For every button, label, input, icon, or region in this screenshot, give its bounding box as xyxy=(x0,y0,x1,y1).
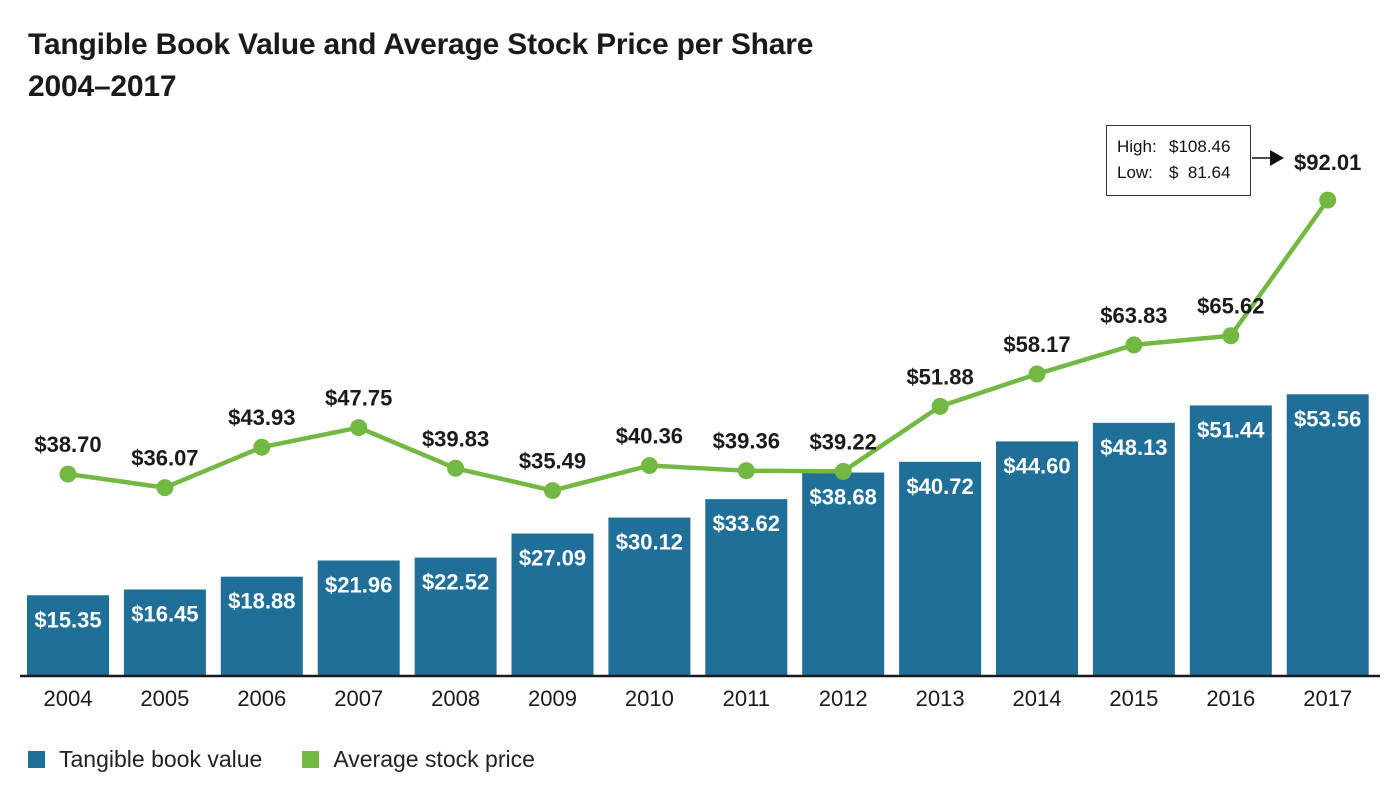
bar-2009 xyxy=(511,533,594,676)
point-2010 xyxy=(640,457,658,475)
axis-layer: 2004 2005 2006 2007 2008 2009 2010 2011 2012 2013… xyxy=(20,674,1380,711)
bar-label-2004: $15.35 xyxy=(34,607,101,632)
point-2006 xyxy=(253,438,271,456)
callout-low-row: Low: $ 81.64 xyxy=(1117,160,1250,186)
bar-2015 xyxy=(1092,422,1175,676)
point-label-2017: $92.01 xyxy=(1294,150,1361,175)
point-label-2007: $47.75 xyxy=(325,386,392,411)
point-2012 xyxy=(834,462,852,480)
legend-swatch-line xyxy=(302,751,320,768)
callout-low-label: Low: xyxy=(1117,163,1153,182)
price-range-callout: High: $108.46 Low: $ 81.64 xyxy=(1106,125,1251,196)
bar-label-2011: $33.62 xyxy=(713,511,780,536)
x-tick-2006: 2006 xyxy=(237,686,286,711)
bar-2017 xyxy=(1286,394,1369,676)
callout-low-value: $ 81.64 xyxy=(1169,163,1231,182)
bars-layer: $15.35 $16.45 $18.88 $21.96 $22.52 $27.09 $30.… xyxy=(27,394,1369,676)
point-label-2009: $35.49 xyxy=(519,449,586,474)
chart-title: Tangible Book Value and Average Stock Pr… xyxy=(28,24,813,108)
x-tick-2007: 2007 xyxy=(334,686,383,711)
point-label-2014: $58.17 xyxy=(1003,332,1070,357)
bar-2011 xyxy=(705,499,788,676)
x-tick-2012: 2012 xyxy=(819,686,868,711)
point-label-2012: $39.22 xyxy=(810,429,877,454)
legend-label-stock-price: Average stock price xyxy=(333,746,535,772)
point-2011 xyxy=(737,462,755,480)
bar-label-2015: $48.13 xyxy=(1100,435,1167,460)
bar-2010 xyxy=(608,517,691,676)
bar-label-2016: $51.44 xyxy=(1197,417,1265,442)
point-label-2004: $38.70 xyxy=(34,432,101,457)
point-label-2010: $40.36 xyxy=(616,424,683,449)
bar-2012 xyxy=(802,472,885,676)
bar-label-2008: $22.52 xyxy=(422,570,489,595)
point-label-2011: $39.36 xyxy=(713,429,780,454)
point-label-2015: $63.83 xyxy=(1100,303,1167,328)
point-2008 xyxy=(447,459,465,477)
callout-arrow-head xyxy=(1270,150,1284,166)
bar-label-2010: $30.12 xyxy=(616,530,683,555)
callout-high-value: $108.46 xyxy=(1169,137,1231,156)
point-2004 xyxy=(59,465,77,483)
point-2009 xyxy=(544,482,561,500)
bar-2004 xyxy=(27,595,109,676)
bar-2005 xyxy=(123,589,206,676)
x-tick-2009: 2009 xyxy=(528,686,577,711)
bar-2013 xyxy=(899,461,982,676)
x-tick-2013: 2013 xyxy=(916,686,965,711)
x-tick-2004: 2004 xyxy=(44,686,93,711)
x-tick-2016: 2016 xyxy=(1206,686,1255,711)
bar-label-2007: $21.96 xyxy=(325,572,392,597)
x-tick-2015: 2015 xyxy=(1109,686,1158,711)
point-label-2016: $65.62 xyxy=(1197,294,1264,319)
legend-swatch-bar xyxy=(28,751,45,768)
stock-price-line xyxy=(67,198,1330,493)
callout-high-label: High: xyxy=(1117,137,1157,156)
bar-label-2005: $16.45 xyxy=(131,601,198,626)
bar-label-2014: $44.60 xyxy=(1003,453,1070,478)
bar-2006 xyxy=(220,576,303,676)
chart-legend: Tangible book value Average stock price xyxy=(28,746,575,773)
point-2015 xyxy=(1125,336,1143,354)
point-label-2008: $39.83 xyxy=(422,426,489,451)
bar-label-2012: $38.68 xyxy=(810,485,877,510)
x-tick-2011: 2011 xyxy=(723,686,770,711)
line-layer: $38.70 $36.07 $43.93 $47.75 $39.83 $35.49 $40.… xyxy=(34,150,1361,500)
bar-label-2013: $40.72 xyxy=(906,474,973,499)
bar-2016 xyxy=(1189,405,1272,676)
point-2013 xyxy=(931,397,949,415)
callout-high-row: High: $108.46 xyxy=(1117,134,1250,160)
bar-label-2017: $53.56 xyxy=(1294,406,1361,431)
point-label-2013: $51.88 xyxy=(906,364,973,389)
point-2005 xyxy=(156,479,174,497)
point-label-2005: $36.07 xyxy=(131,446,198,471)
bar-label-2006: $18.88 xyxy=(228,589,295,614)
legend-item-book-value: Tangible book value xyxy=(28,746,262,773)
point-label-2006: $43.93 xyxy=(228,405,295,430)
point-2014 xyxy=(1028,365,1046,383)
x-tick-2017: 2017 xyxy=(1303,686,1352,711)
bar-2007 xyxy=(317,560,400,676)
bar-2008 xyxy=(414,557,497,676)
point-2016 xyxy=(1222,327,1240,345)
x-tick-2005: 2005 xyxy=(140,686,189,711)
chart-title-line2: 2004–2017 xyxy=(28,70,177,103)
bar-label-2009: $27.09 xyxy=(519,546,586,571)
x-tick-2008: 2008 xyxy=(431,686,480,711)
x-tick-2014: 2014 xyxy=(1013,686,1062,711)
legend-label-book-value: Tangible book value xyxy=(59,746,263,772)
chart-title-line1: Tangible Book Value and Average Stock Pr… xyxy=(28,28,814,61)
point-2017 xyxy=(1319,191,1337,209)
legend-item-stock-price: Average stock price xyxy=(302,746,535,773)
point-2007 xyxy=(350,419,368,437)
x-tick-2010: 2010 xyxy=(625,686,674,711)
bar-2014 xyxy=(996,441,1078,676)
